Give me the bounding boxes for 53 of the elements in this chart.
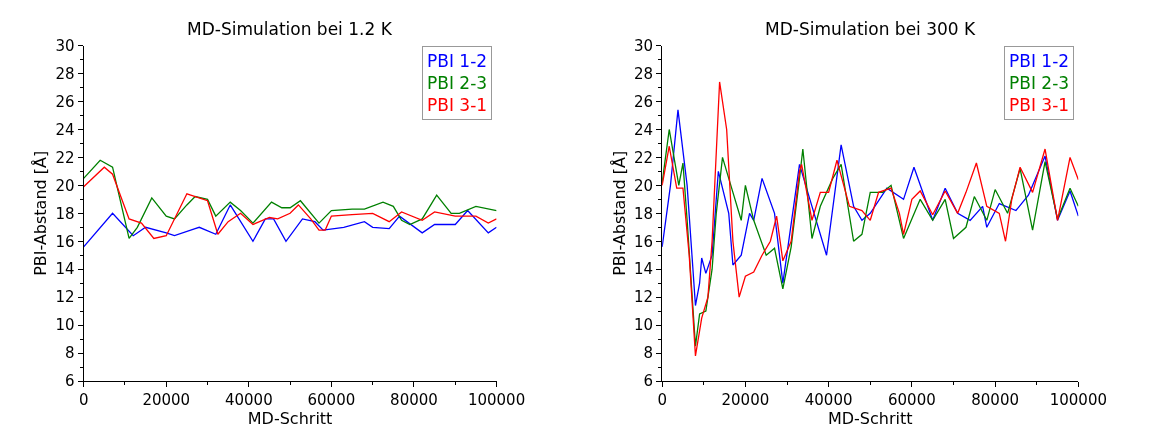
chart-title: MD-Simulation bei 1.2 K [187, 19, 393, 39]
x-tick-label: 40000 [804, 391, 853, 410]
y-tick-label: 16 [634, 232, 654, 251]
y-tick-label: 10 [55, 316, 75, 335]
y-tick-label: 18 [634, 204, 654, 223]
y-tick-label: 8 [643, 344, 654, 363]
y-tick-label: 28 [634, 64, 654, 83]
x-tick-label: 100000 [1049, 391, 1107, 410]
line-series [662, 109, 1079, 307]
text: PBI 3-1 [427, 95, 488, 116]
y-tick-label: 24 [55, 120, 75, 139]
text: PBI 1-2 [427, 51, 488, 71]
y-tick-label: 24 [634, 120, 654, 139]
y-tick-label: 26 [634, 92, 654, 111]
text: PBI 1-2 [1009, 51, 1070, 71]
y-axis-title: PBI-Abstand [Å] [31, 150, 51, 276]
y-tick-label: 6 [65, 372, 75, 391]
line-series [662, 128, 1079, 347]
x-tick-label: 0 [657, 391, 667, 410]
text: PBI 2-3 [427, 73, 488, 94]
y-tick-label: 12 [55, 288, 75, 307]
y-tick-label: 20 [55, 176, 75, 195]
y-tick-label: 20 [634, 176, 654, 195]
y-tick-label: 28 [55, 64, 75, 83]
x-axis-title: MD-Schritt [247, 409, 333, 429]
line-series [83, 204, 497, 248]
y-tick-label: 14 [55, 260, 75, 279]
y-tick-label: 26 [55, 92, 75, 111]
y-tick-label: 18 [55, 204, 75, 223]
y-tick-label: 6 [643, 372, 654, 391]
text: PBI 2-3 [1009, 73, 1070, 94]
x-tick-label: 80000 [971, 391, 1019, 410]
x-tick-label: 40000 [224, 391, 273, 410]
x-tick-label: 100000 [467, 391, 526, 410]
y-axis-title: PBI-Abstand [Å] [609, 150, 629, 276]
y-tick-label: 12 [634, 288, 654, 307]
x-tick-label: 60000 [307, 391, 356, 410]
y-tick-label: 30 [634, 36, 654, 55]
y-tick-label: 22 [55, 148, 75, 167]
text: PBI 3-1 [1009, 95, 1070, 116]
y-tick-label: 30 [55, 36, 75, 55]
x-tick-label: 20000 [721, 391, 770, 410]
x-tick-label: 20000 [142, 391, 191, 410]
x-tick-label: 80000 [390, 391, 438, 410]
y-tick-label: 14 [634, 260, 654, 279]
y-tick-label: 22 [634, 148, 654, 167]
x-tick-label: 60000 [888, 391, 936, 410]
y-tick-label: 16 [55, 232, 75, 251]
chart-title: MD-Simulation bei 300 K [765, 19, 977, 39]
x-axis-title: MD-Schritt [827, 409, 913, 429]
y-tick-label: 8 [65, 344, 75, 363]
x-tick-label: 0 [78, 391, 89, 410]
y-tick-label: 10 [634, 316, 654, 335]
